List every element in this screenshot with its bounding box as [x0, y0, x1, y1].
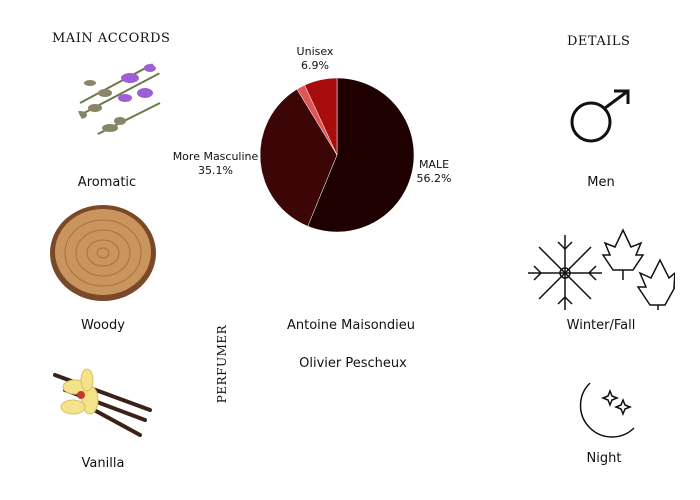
detail-label-men: Men	[587, 175, 615, 190]
perfumer-title: PERFUMER	[215, 324, 229, 404]
main-accords-title: MAIN ACCORDS	[52, 31, 171, 46]
detail-label-night: Night	[586, 451, 622, 466]
male-symbol-icon	[570, 89, 630, 143]
accord-label-aromatic: Aromatic	[77, 175, 137, 190]
vanilla-image	[45, 365, 155, 440]
perfumer-name[interactable]: Olivier Pescheux	[299, 356, 407, 371]
aromatic-image	[60, 53, 165, 139]
accord-label-woody: Woody	[81, 318, 125, 333]
pie-label-male: MALE 56.2%	[416, 158, 452, 185]
accord-label-vanilla: Vanilla	[81, 456, 125, 471]
woody-image	[48, 203, 158, 303]
pie-label-unisex: Unisex 6.9%	[296, 45, 334, 72]
pie-slice-unisex	[304, 77, 338, 156]
details-title: DETAILS	[567, 34, 631, 49]
pie-slice-male	[307, 77, 415, 233]
moon-stars-icon	[579, 382, 635, 438]
pie-label-more-masculine: More Masculine 35.1%	[172, 150, 259, 177]
snowflake-leaves-icon	[528, 228, 675, 310]
detail-label-winter-fall: Winter/Fall	[566, 318, 636, 333]
perfumer-name[interactable]: Antoine Maisondieu	[286, 318, 416, 333]
